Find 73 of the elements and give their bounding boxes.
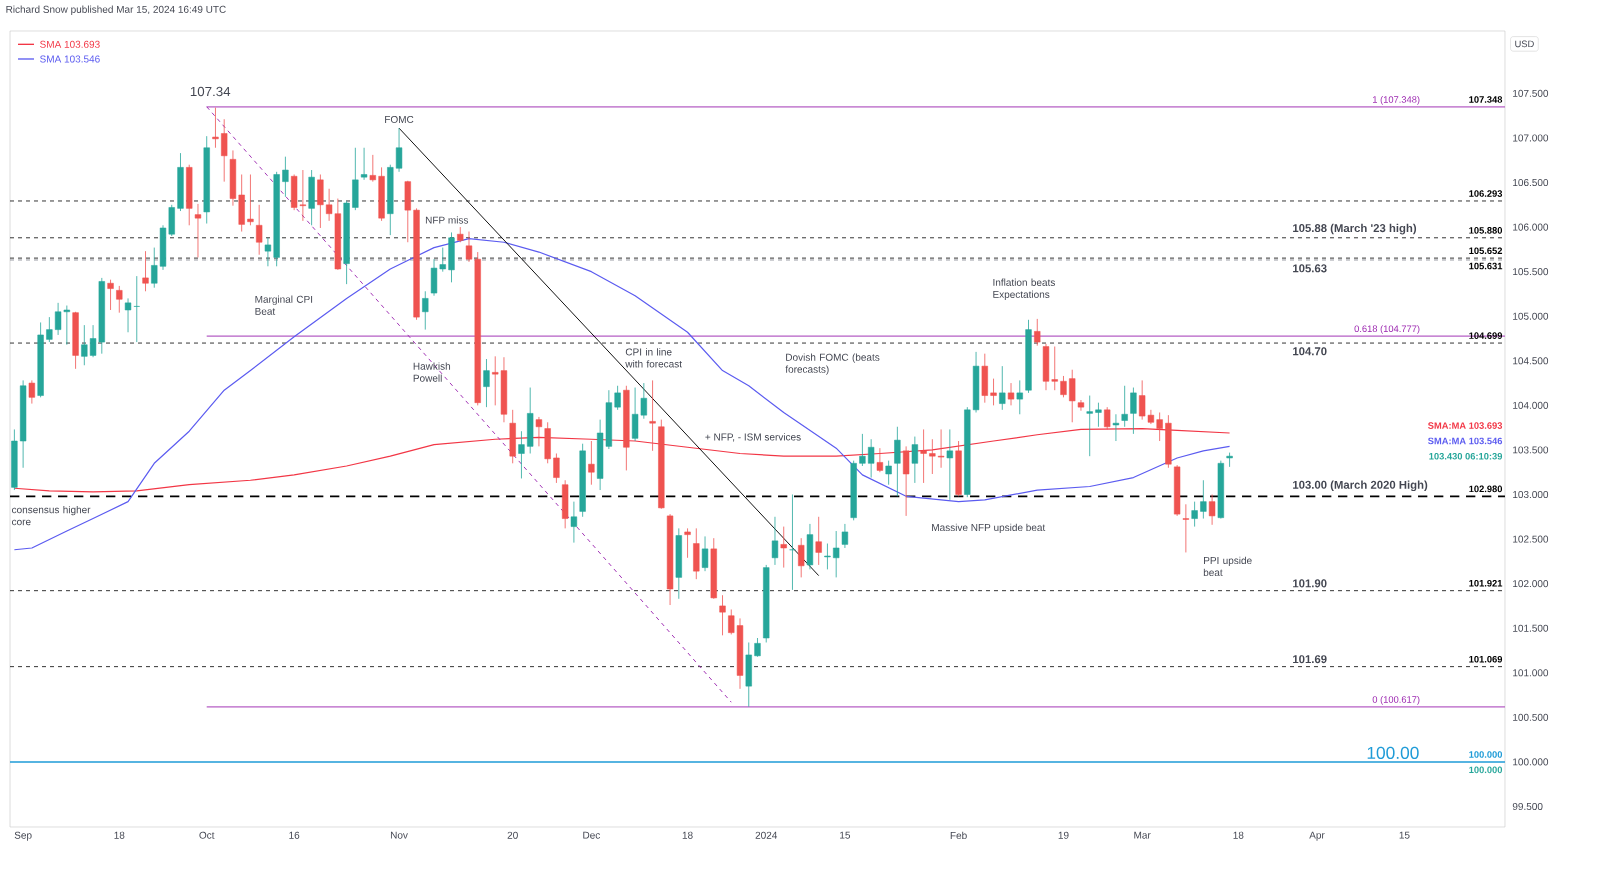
ref-line-label: 105.631: [1469, 262, 1503, 270]
annotation: SMA:MA 103.546: [1428, 437, 1503, 445]
x-tick-label: 18: [1233, 831, 1244, 839]
annotation: NFP miss: [425, 216, 469, 224]
y-tick-label: 105.500: [1513, 268, 1549, 276]
x-tick-label: Sep: [14, 831, 32, 841]
annotation: 107.34: [190, 86, 231, 97]
annotation: FOMC: [385, 115, 414, 123]
text: USD: [1515, 40, 1534, 48]
y-tick-label: 103.500: [1513, 446, 1549, 454]
annotation: 100.000: [1469, 766, 1503, 774]
annotation: 103.430 06:10:39: [1429, 452, 1503, 460]
annotation: Massive NFP upside beat: [932, 523, 1046, 534]
x-tick-label: Feb: [950, 831, 967, 840]
ref-line-label: 101.921: [1469, 579, 1503, 587]
y-tick-label: 102.000: [1513, 580, 1549, 588]
x-tick-label: 18: [114, 831, 125, 839]
ref-line-label: 100.00: [1367, 746, 1419, 759]
y-tick-label: 106.000: [1513, 223, 1549, 231]
ref-line-label: 105.652: [1469, 247, 1503, 254]
y-tick-label: 104.000: [1513, 401, 1549, 409]
x-tick-label: 16: [289, 831, 300, 839]
y-tick-label: 107.500: [1513, 89, 1549, 97]
annotation: 103.00 (March 2020 High): [1293, 480, 1428, 492]
annotation: Inflation beats Expectations: [993, 278, 1055, 300]
annotation: 105.63: [1293, 264, 1327, 273]
ref-line-label: 104.699: [1469, 332, 1503, 339]
ref-line-label: 0 (100.617): [1372, 695, 1420, 705]
y-tick-label: 106.500: [1513, 178, 1549, 187]
x-tick-label: 2024: [755, 831, 778, 839]
y-tick-label: 105.000: [1513, 312, 1549, 320]
y-tick-label: 104.500: [1513, 357, 1549, 365]
y-tick-label: 99.500: [1512, 802, 1543, 811]
ref-line-label: 105.880: [1469, 227, 1503, 234]
annotation: Dovish FOMC (beats forecasts): [785, 353, 880, 375]
ref-line-label: 1 (107.348): [1373, 95, 1420, 105]
x-tick-label: Oct: [199, 831, 215, 839]
y-tick-label: 107.000: [1513, 134, 1549, 142]
y-tick-label: 100.000: [1513, 758, 1549, 766]
x-tick-label: Dec: [583, 831, 600, 839]
x-tick-label: Apr: [1309, 831, 1325, 841]
legend-label: SMA 103.546: [40, 55, 100, 63]
y-tick-label: 100.500: [1513, 713, 1549, 721]
x-tick-label: Nov: [390, 831, 408, 839]
annotation: + NFP, - ISM services: [705, 433, 801, 442]
ref-line-label: 106.293: [1469, 190, 1503, 197]
y-tick-label: 101.000: [1513, 669, 1549, 677]
legend-label: SMA 103.693: [40, 40, 100, 48]
annotation: SMA:MA 103.693: [1428, 422, 1503, 429]
y-tick-label: 103.000: [1513, 490, 1549, 499]
annotation: 104.70: [1293, 347, 1327, 356]
x-tick-label: Mar: [1134, 831, 1151, 839]
ref-line-label: 101.069: [1469, 655, 1503, 663]
chart-title: Richard Snow published Mar 15, 2024 16:49 UTC: [6, 5, 226, 15]
annotation: 101.69: [1293, 655, 1327, 664]
y-tick-label: 101.500: [1513, 624, 1549, 632]
annotation: PPI upside beat: [1203, 556, 1252, 577]
x-tick-label: 20: [507, 831, 518, 839]
x-tick-label: 15: [840, 831, 851, 839]
y-tick-label: 102.500: [1513, 535, 1549, 543]
ref-line-label: 0.618 (104.777): [1354, 325, 1420, 334]
annotation: Hawkish Powell: [413, 362, 451, 382]
x-tick-label: 19: [1058, 831, 1069, 839]
x-tick-label: 15: [1399, 831, 1410, 839]
annotation: Marginal CPI Beat: [255, 295, 313, 315]
annotation: 101.90: [1293, 579, 1327, 588]
annotation: 100.000: [1469, 751, 1503, 758]
annotation: 107.348: [1469, 96, 1503, 103]
ref-line-label: 102.980: [1469, 485, 1503, 493]
x-tick-label: 18: [682, 831, 693, 839]
annotation: consensus higher core: [12, 505, 91, 526]
annotation: CPI in line with forecast: [625, 348, 682, 368]
annotation: 105.88 (March '23 high): [1293, 223, 1417, 235]
